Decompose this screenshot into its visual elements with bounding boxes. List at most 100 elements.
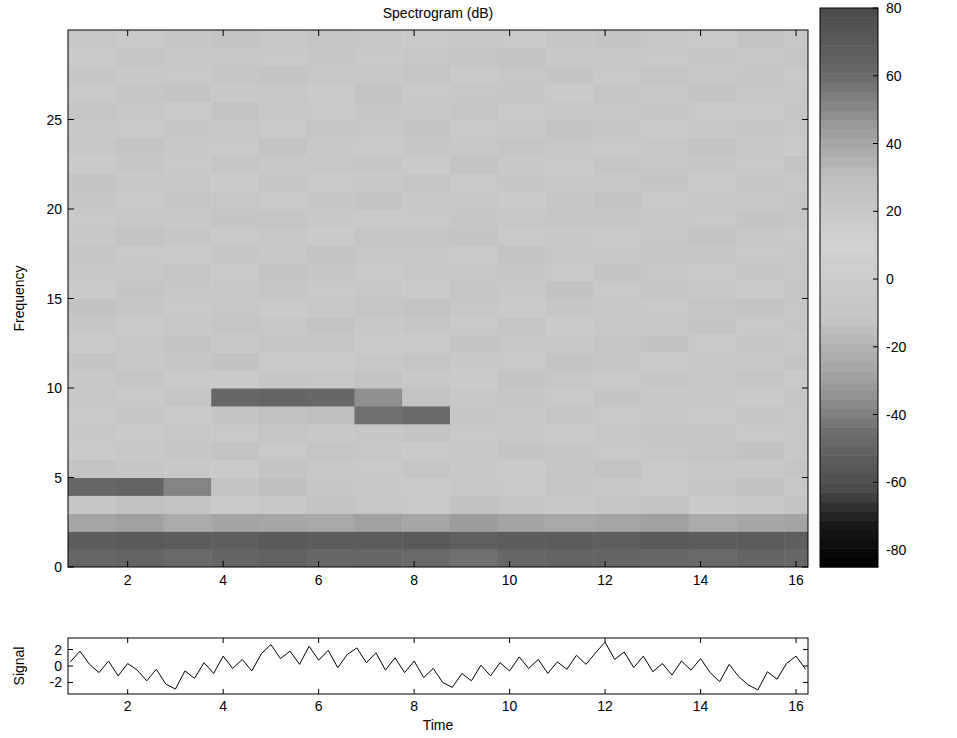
heat-cell [545, 299, 593, 317]
heat-cell [641, 173, 689, 191]
heat-cell [68, 281, 116, 299]
colorbar-step [820, 92, 878, 102]
heat-cell [545, 84, 593, 102]
colorbar-step [820, 409, 878, 419]
heat-cell [68, 549, 116, 567]
heat-cell [259, 406, 307, 424]
heat-cell [689, 155, 737, 173]
colorbar-step [820, 325, 878, 335]
heat-cell [736, 137, 784, 155]
y-tick [802, 209, 808, 210]
heat-cell [641, 30, 689, 48]
heat-cell [116, 227, 164, 245]
heat-cell [68, 406, 116, 424]
heat-cell [307, 316, 355, 334]
colorbar-tick-label: -60 [886, 474, 906, 490]
y-tick-label: -2 [50, 674, 63, 690]
x-tick [223, 638, 224, 643]
colorbar-tick [873, 279, 878, 280]
heat-cell [689, 227, 737, 245]
heat-cell [593, 388, 641, 406]
heat-cell [450, 191, 498, 209]
heat-cell [307, 245, 355, 263]
heat-cell [68, 424, 116, 442]
colorbar-step [820, 204, 878, 214]
heat-cell [354, 263, 402, 281]
heat-cell [116, 406, 164, 424]
colorbar-step [820, 269, 878, 279]
heat-cell [498, 102, 546, 120]
x-tick-label: 6 [315, 698, 323, 714]
heat-cell [498, 370, 546, 388]
heat-cell [116, 30, 164, 48]
heat-cell [450, 460, 498, 478]
heat-cell [593, 120, 641, 138]
heat-cell [354, 191, 402, 209]
heat-cell [450, 513, 498, 531]
heat-cell [402, 334, 450, 352]
heat-cell [784, 370, 808, 388]
colorbar-step [820, 101, 878, 111]
y-tick [802, 388, 808, 389]
y-tick [68, 649, 73, 650]
y-tick [68, 119, 74, 120]
heat-cell [116, 155, 164, 173]
heat-cell [784, 388, 808, 406]
x-tick-label: 12 [597, 572, 613, 588]
heat-cell [545, 137, 593, 155]
heat-cell [402, 513, 450, 531]
heat-cell [354, 352, 402, 370]
heat-cell [593, 478, 641, 496]
colorbar-step [820, 511, 878, 521]
colorbar-tick-label: 0 [886, 271, 894, 287]
heat-cell [498, 173, 546, 191]
heat-cell [402, 66, 450, 84]
heat-cell [307, 209, 355, 227]
heat-cell [545, 388, 593, 406]
colorbar-step [820, 455, 878, 465]
heat-cell [402, 460, 450, 478]
heat-cell [736, 495, 784, 513]
heat-cell [689, 245, 737, 263]
heat-cell [450, 316, 498, 334]
heat-cell [211, 120, 259, 138]
y-tick-label: 20 [46, 201, 62, 217]
heat-cell [163, 155, 211, 173]
x-tick [605, 30, 606, 36]
heat-cell [593, 281, 641, 299]
heat-cell [736, 549, 784, 567]
y-tick-label: 5 [54, 470, 62, 486]
heat-cell [641, 263, 689, 281]
heat-cell [593, 334, 641, 352]
heat-cell [163, 442, 211, 460]
heat-cell [545, 48, 593, 66]
heat-cell [116, 460, 164, 478]
colorbar-tick-label: 40 [886, 136, 902, 152]
heat-cell [211, 227, 259, 245]
heat-cell [545, 191, 593, 209]
y-tick [68, 567, 74, 568]
heat-cell [593, 66, 641, 84]
heat-cell [450, 424, 498, 442]
heat-cell [689, 531, 737, 549]
x-tick [127, 689, 128, 694]
heat-cell [307, 299, 355, 317]
heat-cell [784, 531, 808, 549]
heat-cell [116, 173, 164, 191]
colorbar-tick-label: 20 [886, 203, 902, 219]
heat-cell [211, 442, 259, 460]
heat-cell [450, 30, 498, 48]
colorbar-step [820, 148, 878, 158]
x-tick [796, 30, 797, 36]
heat-cell [116, 316, 164, 334]
heat-cell [498, 460, 546, 478]
x-tick [223, 561, 224, 567]
colorbar-step [820, 371, 878, 381]
heat-cell [545, 281, 593, 299]
heat-cell [259, 209, 307, 227]
heat-cell [259, 549, 307, 567]
heat-cell [545, 406, 593, 424]
heat-cell [354, 388, 402, 406]
heat-cell [641, 513, 689, 531]
heat-cell [784, 495, 808, 513]
